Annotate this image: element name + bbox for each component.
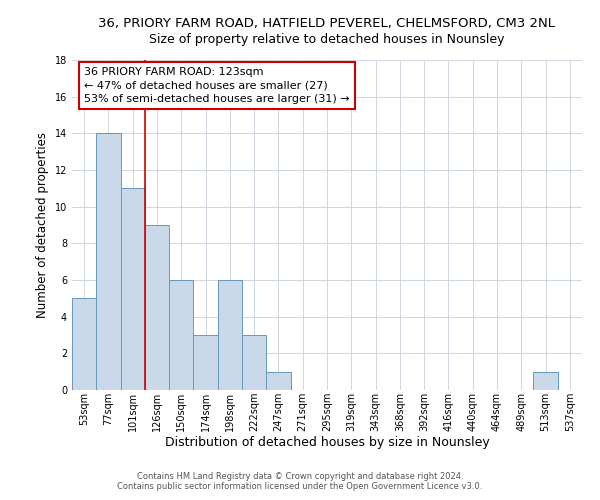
Bar bbox=[242, 335, 266, 390]
Bar bbox=[266, 372, 290, 390]
Bar bbox=[145, 225, 169, 390]
Y-axis label: Number of detached properties: Number of detached properties bbox=[36, 132, 49, 318]
Bar bbox=[218, 280, 242, 390]
Bar bbox=[96, 134, 121, 390]
Bar bbox=[121, 188, 145, 390]
Text: Contains HM Land Registry data © Crown copyright and database right 2024.: Contains HM Land Registry data © Crown c… bbox=[137, 472, 463, 481]
Bar bbox=[169, 280, 193, 390]
X-axis label: Distribution of detached houses by size in Nounsley: Distribution of detached houses by size … bbox=[164, 436, 490, 450]
Text: 36, PRIORY FARM ROAD, HATFIELD PEVEREL, CHELMSFORD, CM3 2NL: 36, PRIORY FARM ROAD, HATFIELD PEVEREL, … bbox=[98, 18, 556, 30]
Bar bbox=[72, 298, 96, 390]
Bar bbox=[533, 372, 558, 390]
Text: Contains public sector information licensed under the Open Government Licence v3: Contains public sector information licen… bbox=[118, 482, 482, 491]
Bar bbox=[193, 335, 218, 390]
Text: 36 PRIORY FARM ROAD: 123sqm
← 47% of detached houses are smaller (27)
53% of sem: 36 PRIORY FARM ROAD: 123sqm ← 47% of det… bbox=[84, 68, 350, 104]
Text: Size of property relative to detached houses in Nounsley: Size of property relative to detached ho… bbox=[149, 34, 505, 46]
